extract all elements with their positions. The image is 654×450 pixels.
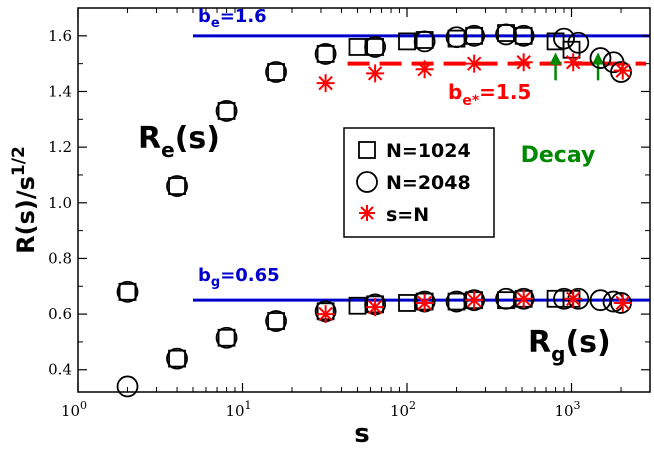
be-star-label: be*=1.5	[448, 80, 531, 109]
circle-point	[567, 31, 590, 54]
legend-asterisk-icon	[359, 205, 375, 221]
circle-point	[512, 287, 535, 310]
circle-point	[265, 310, 287, 332]
asterisk-point	[465, 54, 484, 73]
rg-curve-label: Rg(s)	[528, 325, 611, 366]
square-point	[217, 328, 236, 347]
x-tick-label: 102	[390, 399, 416, 420]
y-ticks: 0.4 0.6 0.8 1.0 1.2 1.4 1.6	[48, 7, 650, 379]
y-tick-label: 0.8	[48, 249, 72, 267]
asterisk-point	[514, 289, 533, 308]
asterisk-point	[613, 61, 632, 80]
circle-point	[116, 280, 139, 303]
x-tick-label: 101	[225, 399, 251, 420]
y-axis-title-main: R(s)/s	[12, 176, 40, 254]
asterisk-point	[514, 53, 533, 72]
square-point	[267, 312, 285, 330]
square-point	[217, 102, 236, 120]
legend: N=1024 N=2048 s=N	[343, 127, 495, 238]
square-point	[348, 38, 367, 56]
be-label: be=1.6	[198, 6, 267, 31]
circle-point	[445, 290, 468, 313]
square-point	[118, 282, 137, 301]
re-curve-label: Re(s)	[138, 121, 220, 162]
y-axis-title: R(s)/s1/2	[9, 146, 40, 254]
legend-square-icon	[358, 141, 376, 159]
square-point	[316, 45, 335, 63]
legend-box	[343, 127, 495, 238]
circle-point	[364, 36, 387, 58]
x-axis-title: s	[354, 419, 369, 449]
circle-point	[512, 24, 535, 47]
decay-arrow-head	[549, 52, 562, 65]
decay-arrow-head	[592, 52, 605, 65]
circle-point	[215, 326, 238, 349]
asterisk-point	[316, 305, 335, 324]
square-point	[447, 29, 466, 48]
square-point	[366, 38, 385, 56]
circle-point	[589, 289, 612, 312]
circle-point	[166, 175, 188, 197]
circle-point	[166, 347, 188, 370]
y-tick-label: 1.0	[48, 194, 72, 212]
circle-point	[463, 289, 486, 312]
asterisk-point	[564, 53, 583, 72]
x-tick-label: 100	[61, 399, 87, 420]
circle-point	[314, 43, 337, 65]
bg-label: bg=0.65	[198, 265, 280, 290]
asterisk-point	[366, 64, 385, 83]
square-point	[398, 294, 416, 312]
circle-point	[553, 27, 575, 50]
square-point	[267, 63, 285, 81]
square-point	[562, 40, 581, 59]
circle-point	[610, 61, 632, 83]
x-tick-label: 103	[554, 399, 580, 420]
square-point	[497, 24, 515, 42]
asterisk-point	[465, 291, 484, 310]
y-tick-label: 0.6	[48, 305, 72, 323]
decay-label: Decay	[521, 143, 596, 168]
chart-marks	[116, 23, 650, 398]
y-tick-label: 1.6	[48, 27, 72, 45]
circle-point	[116, 375, 139, 398]
asterisk-point	[316, 74, 335, 93]
x-ticks: 100 101 102 103	[61, 8, 651, 420]
asterisk-point	[613, 293, 632, 312]
circle-point	[215, 100, 238, 122]
legend-circle-icon	[356, 171, 378, 193]
asterisk-point	[366, 298, 385, 317]
square-point	[168, 177, 186, 195]
plot-frame	[77, 7, 651, 393]
circle-point	[495, 23, 517, 46]
circle-point	[265, 61, 287, 83]
y-axis-title-exp: 1/2	[9, 146, 29, 176]
asterisk-point	[415, 293, 434, 312]
asterisk-point	[564, 289, 583, 308]
legend-label-s-eq-n: s=N	[386, 204, 429, 226]
asterisk-point	[415, 60, 434, 79]
circle-point	[589, 47, 612, 69]
legend-label-n1024: N=1024	[386, 140, 471, 162]
y-tick-label: 1.4	[48, 82, 72, 100]
y-tick-label: 0.4	[48, 361, 72, 379]
circle-point	[413, 30, 436, 53]
circle-point	[445, 26, 468, 49]
y-tick-label: 1.2	[48, 138, 72, 156]
square-point	[168, 349, 186, 368]
circle-point	[463, 24, 486, 47]
legend-label-n2048: N=2048	[386, 172, 471, 194]
square-point	[118, 282, 137, 301]
